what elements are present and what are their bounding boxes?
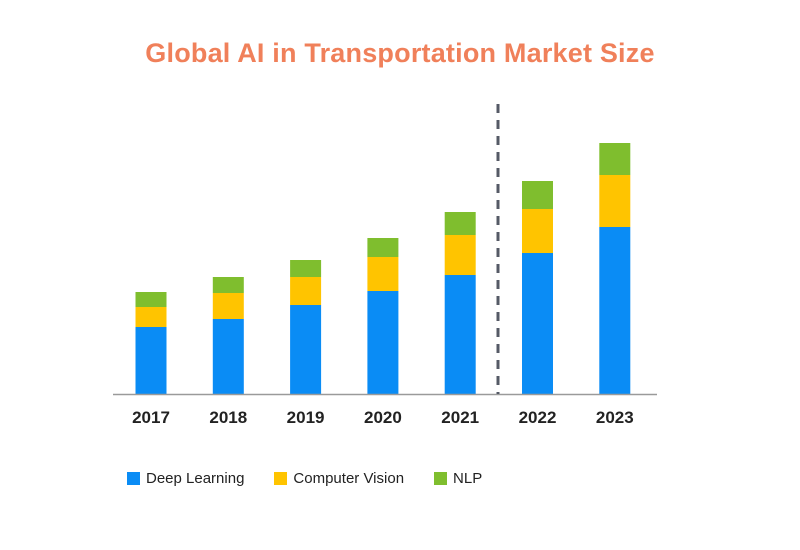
bar-2021-deep-learning bbox=[444, 275, 476, 394]
bar-2022-computer-vision bbox=[522, 209, 553, 253]
bar-2018-nlp bbox=[212, 277, 244, 293]
x-tick-label: 2018 bbox=[209, 408, 247, 427]
legend-swatch bbox=[127, 472, 140, 485]
legend: Deep Learning Computer Vision NLP bbox=[127, 470, 512, 487]
bar-2023-nlp bbox=[599, 143, 631, 175]
legend-swatch bbox=[434, 472, 448, 485]
bar-2022-deep-learning bbox=[522, 253, 553, 394]
x-tick-labels: 2017 2018 2019 2020 2021 2022 2023 bbox=[132, 408, 634, 427]
x-tick-label: 2021 bbox=[441, 408, 479, 427]
x-tick-label: 2019 bbox=[287, 408, 325, 427]
bar-2017-nlp bbox=[135, 292, 167, 307]
x-tick-label: 2023 bbox=[596, 408, 634, 427]
x-tick-label: 2017 bbox=[132, 408, 170, 427]
x-tick-label: 2020 bbox=[364, 408, 402, 427]
bar-2021-computer-vision bbox=[444, 235, 476, 275]
legend-item-nlp: NLP bbox=[434, 470, 482, 487]
bar-2022-nlp bbox=[522, 181, 553, 209]
legend-item-deep-learning: Deep Learning bbox=[127, 470, 244, 487]
bar-2018-deep-learning bbox=[212, 319, 244, 394]
bar-2023-computer-vision bbox=[599, 175, 631, 227]
bar-2020-deep-learning bbox=[367, 291, 399, 394]
bar-2017-deep-learning bbox=[135, 327, 167, 394]
bars-layer bbox=[135, 143, 631, 394]
legend-label: Computer Vision bbox=[293, 470, 405, 487]
bar-2019-computer-vision bbox=[290, 277, 322, 305]
legend-swatch bbox=[274, 472, 288, 485]
bar-2023-deep-learning bbox=[599, 227, 631, 394]
x-tick-label: 2022 bbox=[519, 408, 557, 427]
legend-item-computer-vision: Computer Vision bbox=[274, 470, 404, 487]
bar-2018-computer-vision bbox=[212, 293, 244, 319]
bar-2021-nlp bbox=[444, 212, 476, 235]
chart-title: Global AI in Transportation Market Size bbox=[145, 38, 655, 68]
bar-2019-nlp bbox=[290, 260, 322, 277]
legend-label: Deep Learning bbox=[146, 470, 245, 487]
legend-label: NLP bbox=[453, 470, 483, 487]
bar-2020-computer-vision bbox=[367, 257, 399, 291]
bar-2017-computer-vision bbox=[135, 307, 167, 327]
bar-2019-deep-learning bbox=[290, 305, 322, 394]
bar-2020-nlp bbox=[367, 238, 399, 257]
